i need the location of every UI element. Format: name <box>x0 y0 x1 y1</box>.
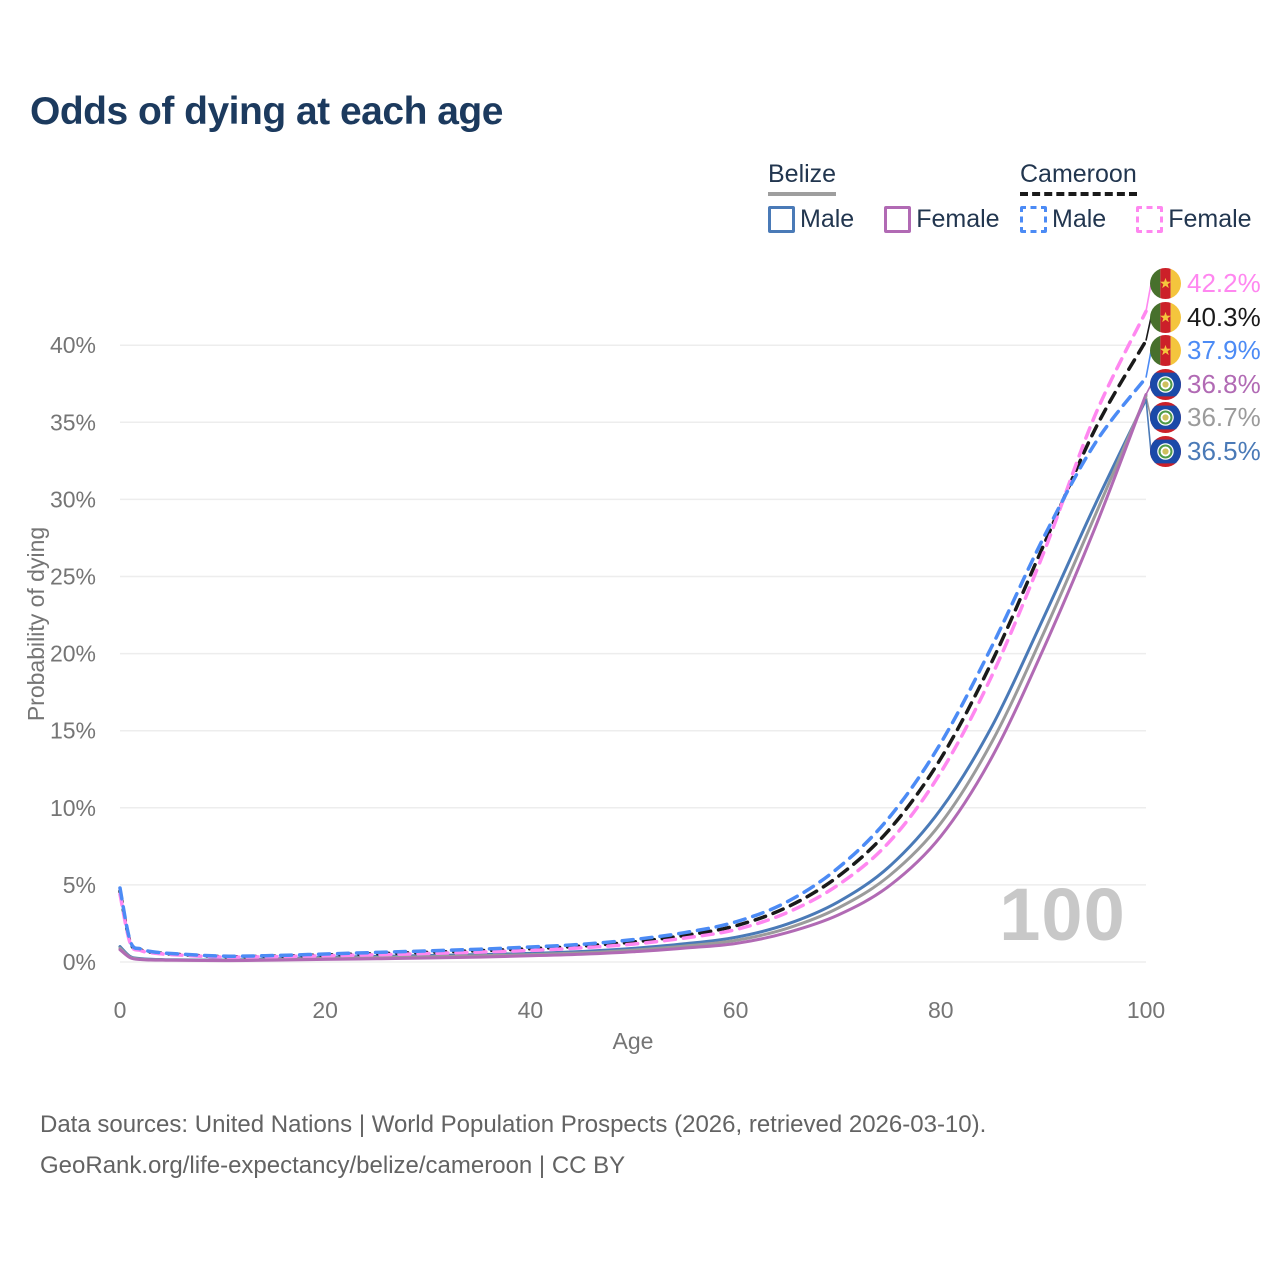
end-label-cameroon-female: 42.2% <box>1150 268 1261 299</box>
belize-male-swatch[interactable] <box>768 206 795 233</box>
end-label-value: 40.3% <box>1187 301 1261 332</box>
y-axis-title: Probability of dying <box>23 527 49 721</box>
footer-datasource: Data sources: United Nations | World Pop… <box>40 1111 987 1138</box>
legend-item-cameroon-male[interactable]: Male <box>1020 205 1106 234</box>
legend-group-belize: Belize Male Female <box>768 160 1000 234</box>
series-line-cameroon-female[interactable] <box>118 309 1148 959</box>
cameroon-flag-icon <box>1150 335 1181 367</box>
x-tick-label: 0 <box>114 997 127 1023</box>
belize-female-swatch[interactable] <box>884 206 912 233</box>
y-tick-label: 10% <box>50 795 96 821</box>
belize-flag-icon <box>1150 368 1181 400</box>
end-label-value: 36.8% <box>1187 368 1261 399</box>
end-label-cameroon-both-sexes: 40.3% <box>1150 301 1261 333</box>
y-tick-label: 0% <box>63 949 96 975</box>
legend-item-cameroon-female[interactable]: Female <box>1136 205 1252 234</box>
age-watermark: 100 <box>999 873 1126 956</box>
y-tick-label: 15% <box>50 718 96 744</box>
end-label-value: 36.5% <box>1187 436 1261 466</box>
y-tick-label: 40% <box>50 332 96 358</box>
legend-item-belize-female[interactable]: Female <box>884 205 1000 234</box>
y-tick-label: 30% <box>50 486 96 512</box>
cameroon-flag-icon <box>1150 268 1181 299</box>
belize-flag-icon <box>1150 436 1181 467</box>
x-tick-label: 60 <box>723 997 749 1023</box>
legend-group-cameroon: Cameroon Male Female <box>1020 160 1252 234</box>
legend-row-belize: Male Female <box>768 205 1000 234</box>
end-label-value: 37.9% <box>1187 335 1261 366</box>
y-tick-label: 5% <box>63 872 96 898</box>
legend-row-cameroon: Male Female <box>1020 205 1252 234</box>
x-tick-label: 20 <box>312 997 338 1023</box>
end-label-value: 42.2% <box>1187 268 1261 298</box>
page-title: Odds of dying at each age <box>30 90 503 133</box>
x-axis-title: Age <box>613 1028 654 1054</box>
legend-header-cameroon: Cameroon <box>1020 160 1137 196</box>
cameroon-male-swatch[interactable] <box>1020 206 1047 233</box>
cameroon-flag-icon <box>1150 301 1181 333</box>
x-tick-label: 40 <box>518 997 544 1023</box>
legend-item-belize-male[interactable]: Male <box>768 205 854 234</box>
end-label-belize-male: 36.5% <box>1150 436 1261 467</box>
x-tick-label: 100 <box>1127 997 1165 1023</box>
cameroon-female-swatch[interactable] <box>1136 206 1164 233</box>
y-tick-label: 20% <box>50 641 96 667</box>
legend-item-label: Female <box>1168 205 1252 233</box>
legend-header-belize: Belize <box>768 160 837 196</box>
x-tick-label: 80 <box>928 997 954 1023</box>
end-label-belize-female: 36.8% <box>1150 368 1261 400</box>
belize-flag-icon <box>1150 402 1181 434</box>
y-tick-label: 25% <box>50 564 96 590</box>
legend-item-label: Female <box>916 205 1000 233</box>
series-line-cameroon-male[interactable] <box>118 375 1148 958</box>
end-label-value: 36.7% <box>1187 402 1261 433</box>
end-label-belize-both-sexes: 36.7% <box>1150 402 1261 434</box>
y-tick-label: 35% <box>50 409 96 435</box>
series-line-belize-male[interactable] <box>118 397 1148 962</box>
end-label-cameroon-male: 37.9% <box>1150 335 1261 367</box>
footer: Data sources: United Nations | World Pop… <box>40 1104 986 1186</box>
series-line-belize-female[interactable] <box>118 393 1148 963</box>
legend-item-label: Male <box>800 205 855 233</box>
footer-attribution: GeoRank.org/life-expectancy/belize/camer… <box>40 1152 626 1179</box>
legend-item-label: Male <box>1052 205 1107 233</box>
